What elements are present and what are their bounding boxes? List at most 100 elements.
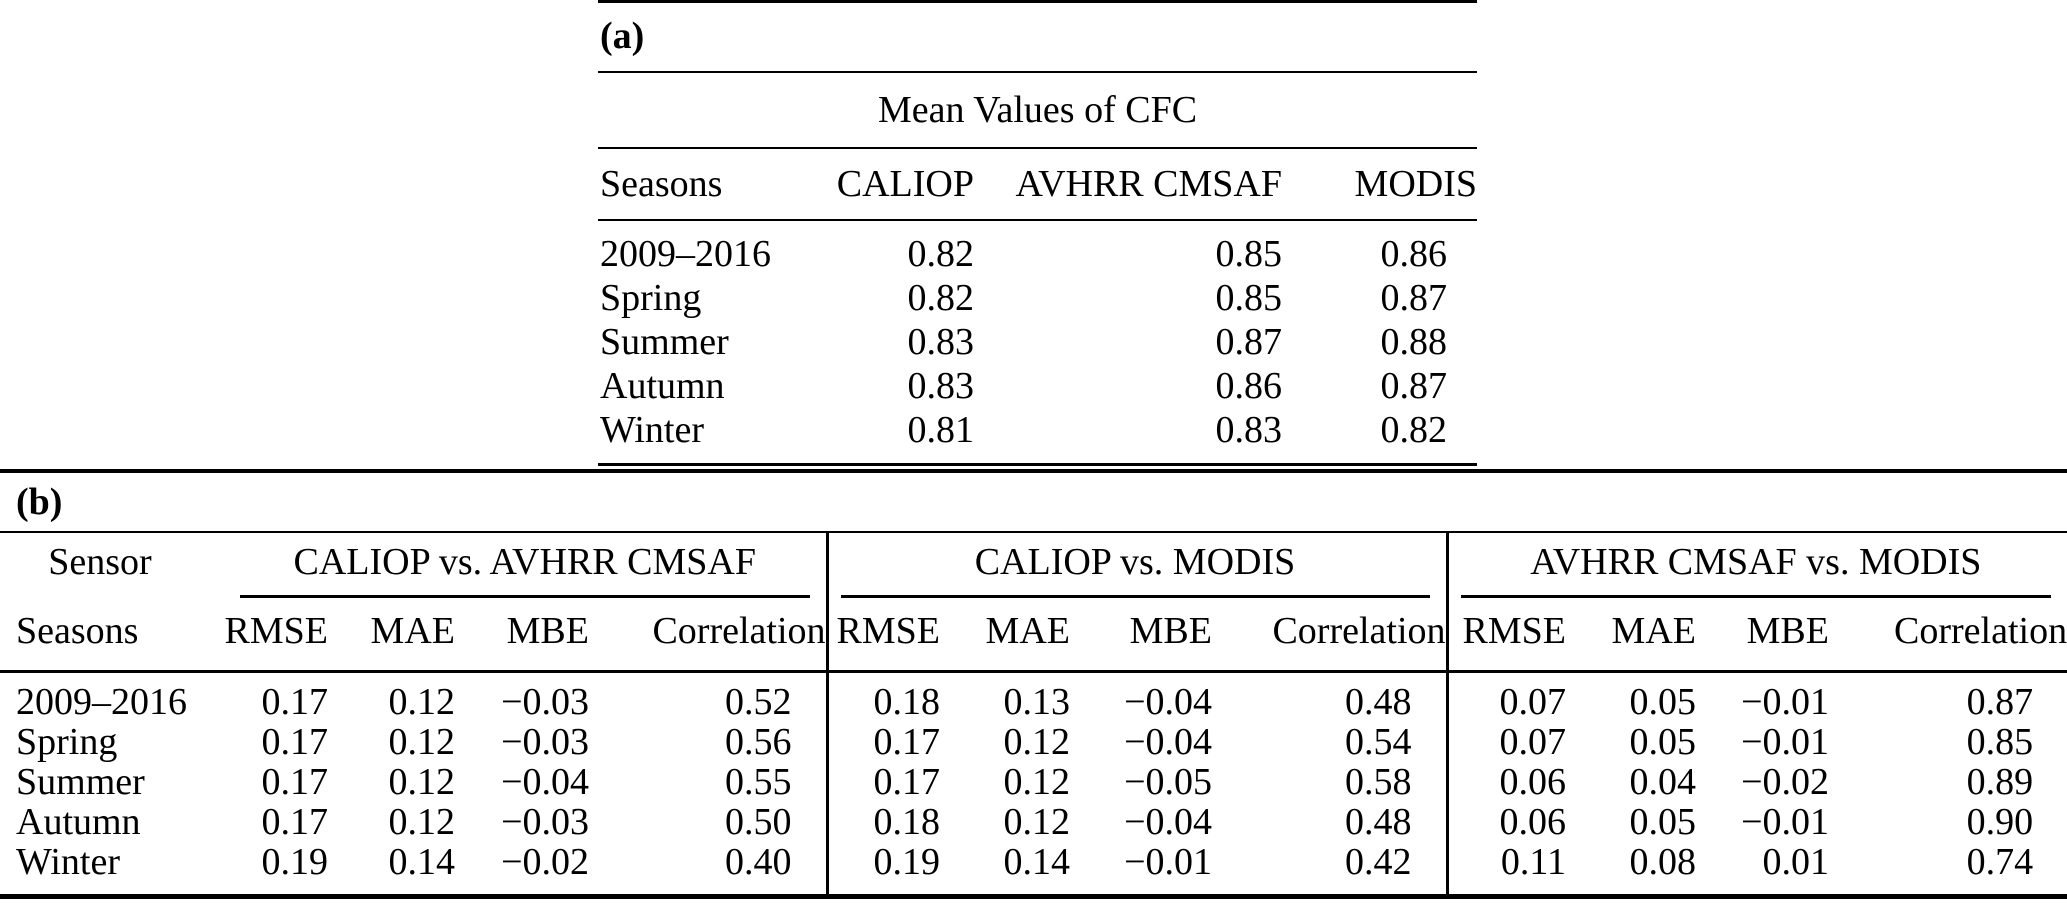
value-cell: −0.03 [501, 721, 589, 763]
group-header-avhrr-cmsaf-vs-modis: AVHRR CMSAF vs. MODIS [1447, 532, 2067, 598]
value-cell: 0.83 [907, 321, 975, 363]
value-cell: 0.82 [907, 233, 975, 275]
metric-header-mbe: MBE [1696, 598, 1829, 673]
table-a-title-row: Mean Values of CFC [598, 72, 1477, 149]
value-cell: 0.52 [589, 671, 829, 722]
metric-header-correlation: Correlation [1829, 598, 2067, 673]
season-cell: Autumn [16, 801, 141, 843]
season-cell: 2009–2016 [600, 233, 771, 275]
season-cell: Winter [600, 409, 704, 451]
value-cell: 0.81 [907, 409, 975, 451]
metric-header-correlation: Correlation [589, 598, 829, 673]
value-cell: 0.89 [1966, 761, 2034, 803]
value-cell: 0.08 [1629, 841, 1697, 883]
metric-header-rmse: RMSE [200, 598, 328, 673]
value-cell: 0.12 [388, 801, 456, 843]
column-header-seasons: Seasons [598, 148, 778, 221]
value-cell: 0.05 [1629, 681, 1697, 723]
metric-header-rmse: RMSE [827, 598, 940, 673]
value-cell: −0.02 [1741, 761, 1829, 803]
value-cell: 0.17 [261, 721, 329, 763]
value-cell: 0.87 [1380, 277, 1448, 319]
value-cell: 0.11 [1500, 841, 1566, 883]
season-cell: Summer [600, 321, 729, 363]
season-cell: Summer [16, 761, 145, 803]
value-cell: 0.58 [1212, 762, 1449, 802]
metric-header-mbe: MBE [1070, 598, 1212, 673]
table-b: (b) Sensor CALIOP vs. AVHRR CMSAF CALIOP… [0, 469, 2067, 899]
value-cell: 0.87 [1966, 681, 2034, 723]
value-cell: 0.17 [873, 761, 941, 803]
sensor-header: Sensor [48, 541, 152, 583]
table-b-group-header-row: Sensor CALIOP vs. AVHRR CMSAF CALIOP vs.… [0, 532, 2067, 598]
table-a-title: Mean Values of CFC [598, 72, 1477, 149]
value-cell: 0.12 [388, 681, 456, 723]
season-cell: 2009–2016 [16, 681, 187, 723]
value-cell: 0.19 [873, 841, 941, 883]
table-row: Spring 0.82 0.85 0.87 [598, 276, 1477, 320]
group-header-label: AVHRR CMSAF vs. MODIS [1460, 543, 2052, 598]
value-cell: −0.03 [501, 801, 589, 843]
table-b-label-row: (b) [0, 471, 2067, 533]
metric-header-mae: MAE [940, 598, 1070, 673]
value-cell: 0.55 [589, 762, 829, 802]
value-cell: −0.02 [501, 841, 589, 883]
table-b-label: (b) [0, 471, 2067, 533]
value-cell: −0.04 [1124, 681, 1212, 723]
value-cell: 0.74 [1966, 841, 2034, 883]
metric-header-rmse: RMSE [1447, 598, 1566, 673]
value-cell: 0.13 [1003, 681, 1071, 723]
value-cell: −0.04 [1124, 721, 1212, 763]
value-cell: 0.40 [589, 842, 829, 897]
value-cell: 0.12 [1003, 721, 1071, 763]
value-cell: 0.85 [1215, 277, 1283, 319]
table-a-label-row: (a) [598, 1, 1477, 73]
value-cell: −0.03 [501, 681, 589, 723]
value-cell: 0.86 [1215, 365, 1283, 407]
value-cell: 0.87 [1380, 365, 1448, 407]
season-cell: Spring [600, 277, 702, 319]
table-row: Winter 0.19 0.14 −0.02 0.40 0.19 0.14 −0… [0, 842, 2067, 897]
value-cell: 0.54 [1212, 722, 1449, 762]
value-cell: −0.01 [1124, 841, 1212, 883]
season-cell: Spring [16, 721, 118, 763]
value-cell: 0.17 [873, 721, 941, 763]
value-cell: 0.17 [261, 801, 329, 843]
value-cell: −0.04 [501, 761, 589, 803]
value-cell: 0.12 [1003, 761, 1071, 803]
table-row: Autumn 0.83 0.86 0.87 [598, 364, 1477, 408]
value-cell: 0.17 [261, 681, 329, 723]
value-cell: 0.06 [1499, 761, 1567, 803]
value-cell: 0.19 [261, 841, 329, 883]
value-cell: 0.04 [1629, 761, 1697, 803]
column-header-avhrr-cmsaf: AVHRR CMSAF [974, 148, 1282, 221]
value-cell: 0.85 [1966, 721, 2034, 763]
table-b-metric-header-row: Seasons RMSE MAE MBE Correlation RMSE MA… [0, 598, 2067, 673]
table-row: Spring 0.17 0.12 −0.03 0.56 0.17 0.12 −0… [0, 722, 2067, 762]
value-cell: 0.88 [1380, 321, 1448, 363]
value-cell: −0.01 [1741, 681, 1829, 723]
value-cell: 0.12 [1003, 801, 1071, 843]
value-cell: 0.12 [388, 721, 456, 763]
group-header-label: CALIOP vs. MODIS [840, 543, 1430, 598]
value-cell: 0.56 [589, 722, 829, 762]
table-b-section: (b) Sensor CALIOP vs. AVHRR CMSAF CALIOP… [0, 469, 2067, 899]
value-cell: −0.01 [1741, 721, 1829, 763]
table-row: Summer 0.17 0.12 −0.04 0.55 0.17 0.12 −0… [0, 762, 2067, 802]
metric-header-correlation: Correlation [1212, 598, 1449, 673]
table-a: (a) Mean Values of CFC Seasons CALIOP AV… [598, 0, 1477, 466]
value-cell: −0.01 [1741, 801, 1829, 843]
table-row: 2009–2016 0.82 0.85 0.86 [598, 220, 1477, 276]
value-cell: 0.83 [1215, 409, 1283, 451]
table-row: Winter 0.81 0.83 0.82 [598, 408, 1477, 465]
table-a-section: (a) Mean Values of CFC Seasons CALIOP AV… [598, 0, 1477, 466]
group-header-caliop-vs-avhrr-cmsaf: CALIOP vs. AVHRR CMSAF [200, 532, 829, 598]
column-header-caliop: CALIOP [778, 148, 974, 221]
value-cell: 0.01 [1762, 841, 1830, 883]
metric-header-mae: MAE [1566, 598, 1696, 673]
seasons-header: Seasons [0, 598, 200, 673]
value-cell: 0.07 [1499, 721, 1567, 763]
value-cell: 0.48 [1212, 802, 1449, 842]
value-cell: 0.05 [1629, 801, 1697, 843]
group-header-label: CALIOP vs. AVHRR CMSAF [240, 543, 810, 598]
